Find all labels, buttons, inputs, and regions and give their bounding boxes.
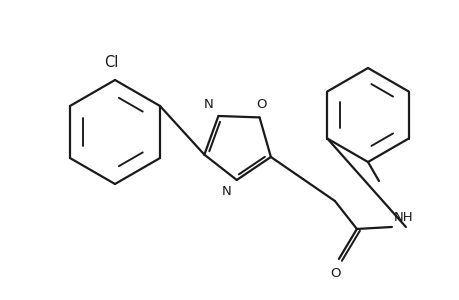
Text: N: N xyxy=(203,98,213,111)
Text: NH: NH xyxy=(393,211,413,224)
Text: Cl: Cl xyxy=(104,55,118,70)
Text: N: N xyxy=(222,185,231,198)
Text: O: O xyxy=(256,98,266,111)
Text: O: O xyxy=(330,267,341,280)
